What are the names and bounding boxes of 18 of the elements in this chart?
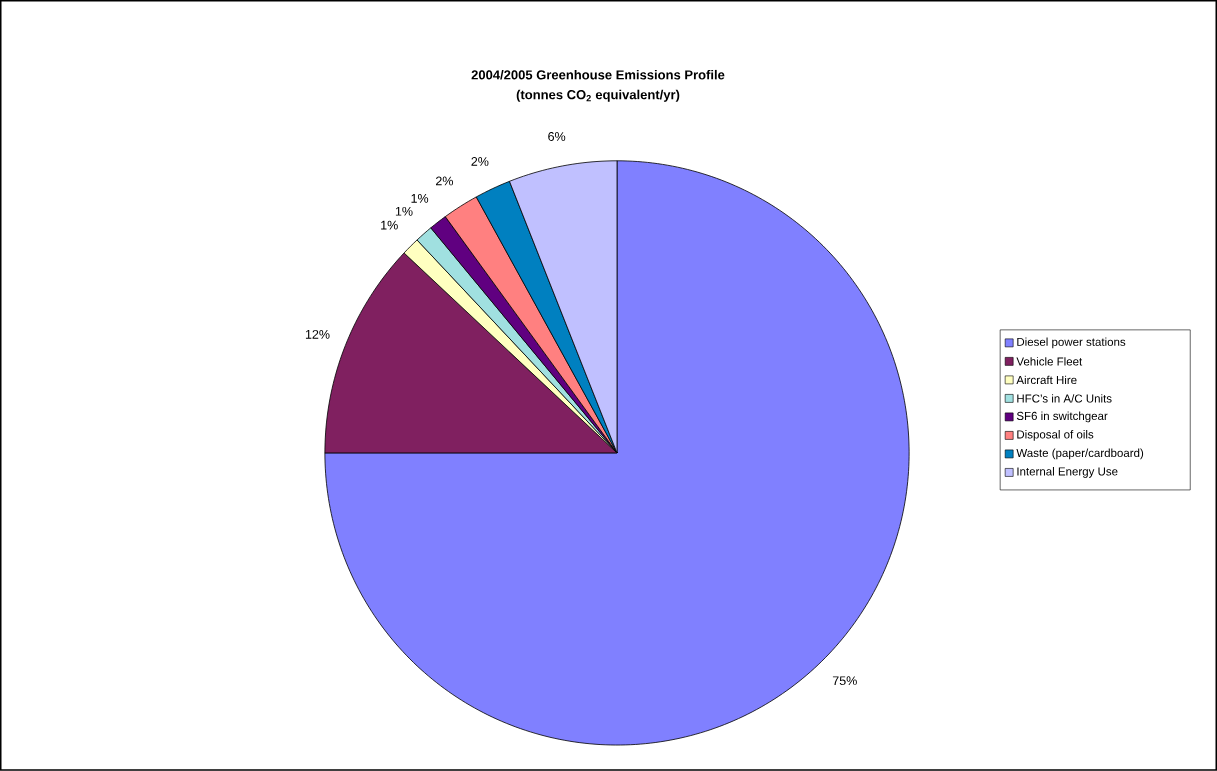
data-label: 1% [411, 194, 429, 203]
legend-label: Internal Energy Use [1017, 467, 1118, 478]
data-label: 6% [548, 132, 566, 142]
data-label: 1% [381, 220, 398, 230]
legend-label: Diesel power stations [1017, 337, 1126, 349]
legend-label: HFC’s in A/C Units [1017, 394, 1112, 403]
data-label: 75% [832, 676, 857, 686]
legend-label: Aircraft Hire [1016, 375, 1077, 385]
data-label: 2% [471, 157, 489, 166]
data-label: 1% [395, 207, 413, 216]
chart-subtitle: (tonnes CO$_{2}$ equivalent/yr) [516, 89, 680, 102]
legend-label: SF6 in switchgear [1016, 411, 1108, 423]
legend-label: Disposal of oils [1017, 430, 1094, 441]
data-label: 2% [435, 176, 453, 186]
legend-label: Vehicle Fleet [1016, 357, 1083, 366]
chart-title: 2004/2005 Greenhouse Emissions Profile [471, 70, 725, 80]
legend-label: Waste (paper/cardboard) [1016, 448, 1144, 460]
data-label: 12% [305, 330, 330, 339]
